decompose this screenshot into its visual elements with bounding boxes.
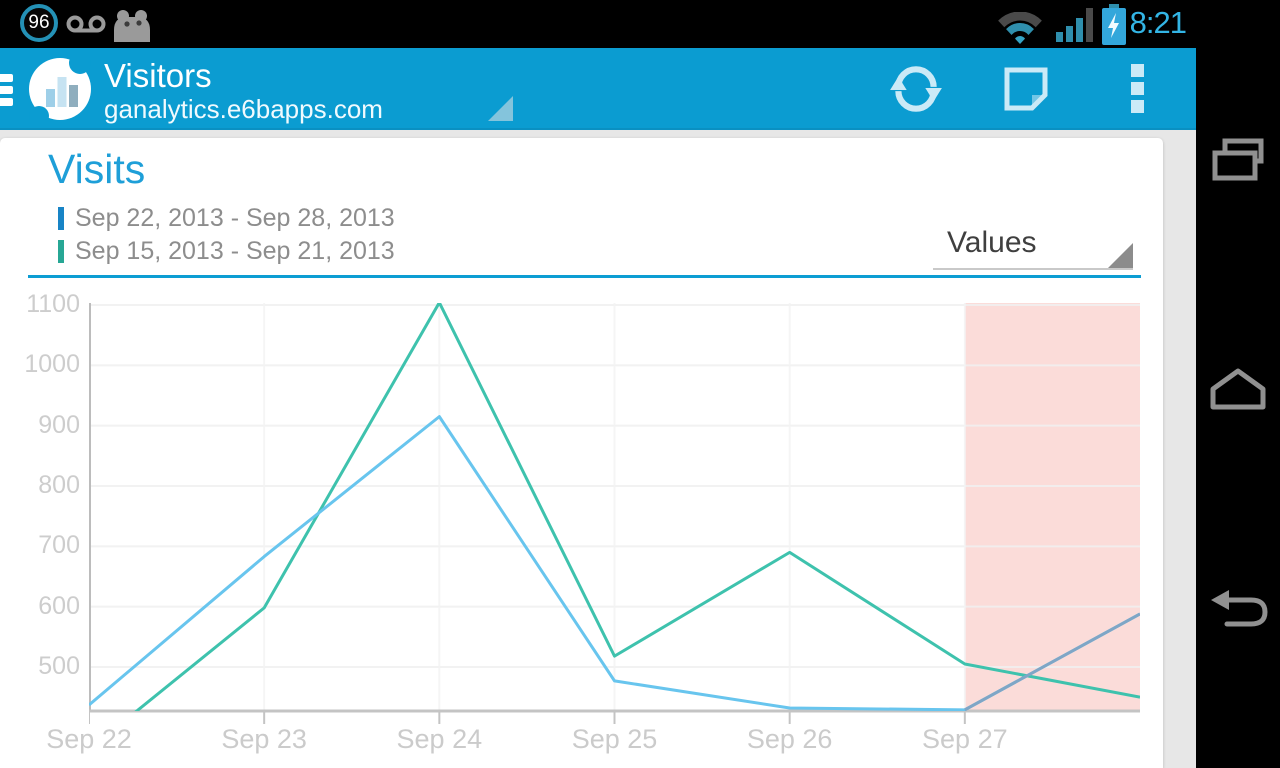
legend-item: Sep 22, 2013 - Sep 28, 2013 [58,202,395,235]
report-spinner[interactable]: Visitors ganalytics.e6bapps.com [104,57,524,127]
recent-apps-button[interactable] [1196,120,1280,200]
new-note-button[interactable] [988,48,1064,130]
y-axis-label: 700 [38,531,80,560]
values-spinner[interactable]: Values [933,224,1133,270]
chart-legend: Sep 22, 2013 - Sep 28, 2013 Sep 15, 2013 … [58,202,395,268]
wifi-icon [990,12,1050,44]
back-icon [1211,590,1268,627]
app-title: Visitors [104,57,212,94]
y-axis-label: 800 [38,471,80,499]
overflow-icon [1131,64,1144,113]
refresh-button[interactable] [876,48,956,130]
content-background: Visits Sep 22, 2013 - Sep 28, 2013 Sep 15… [0,130,1196,768]
bar-chart-logo-icon [29,52,91,126]
y-axis-label: 500 [38,652,80,680]
series-line [134,303,1140,711]
back-button[interactable] [1196,568,1280,648]
recent-apps-icon [1212,138,1264,181]
drawer-handle[interactable] [0,74,13,106]
app-subtitle: ganalytics.e6bapps.com [104,94,383,124]
x-axis-label: Sep 26 [746,724,833,754]
x-axis-label: Sep 22 [46,724,132,754]
cell-signal-icon [1056,8,1093,42]
home-button[interactable] [1196,348,1280,428]
x-axis-label: Sep 23 [221,724,307,754]
refresh-icon [890,66,942,112]
line-chart [89,303,1140,724]
overflow-menu-button[interactable] [1114,48,1162,130]
spinner-underline [933,268,1133,270]
report-title: Visits [48,146,146,192]
legend-label: Sep 15, 2013 - Sep 21, 2013 [75,237,395,265]
future-region [964,303,1140,710]
x-axis-label: Sep 25 [571,724,658,754]
values-spinner-label: Values [947,226,1037,259]
y-axis-label: 900 [38,410,80,439]
legend-marker-icon [58,207,64,230]
drawer-handle-bar [0,74,13,82]
y-axis-label: 1000 [24,350,80,379]
section-divider [28,275,1141,278]
legend-label: Sep 22, 2013 - Sep 28, 2013 [75,204,395,232]
series-line-forecast [964,612,1140,711]
legend-item: Sep 15, 2013 - Sep 21, 2013 [58,235,395,268]
voicemail-icon [66,15,106,33]
legend-marker-icon [58,240,64,263]
x-axis-label: Sep 24 [396,724,483,754]
battery-level-icon: 96 [20,4,58,42]
spinner-caret-icon [488,96,513,121]
y-axis-label: 1100 [26,290,80,318]
drawer-handle-bar [0,86,13,94]
x-axis-label: Sep 27 [922,724,1008,754]
android-mascot-icon [114,10,150,42]
nav-bar [1196,0,1280,768]
report-card: Visits Sep 22, 2013 - Sep 28, 2013 Sep 15… [0,138,1163,768]
note-icon [1004,67,1048,111]
app-bar: Visitors ganalytics.e6bapps.com [0,48,1196,130]
status-bar: 96 [0,0,1196,48]
app-logo-button[interactable] [27,52,93,126]
battery-level-text: 96 [28,12,50,33]
spinner-caret-icon [1108,243,1133,268]
y-axis-label: 600 [38,591,80,620]
clock: 8:21 [1129,5,1187,40]
drawer-handle-bar [0,98,13,106]
home-icon [1210,368,1266,410]
battery-charging-icon [1102,4,1126,45]
